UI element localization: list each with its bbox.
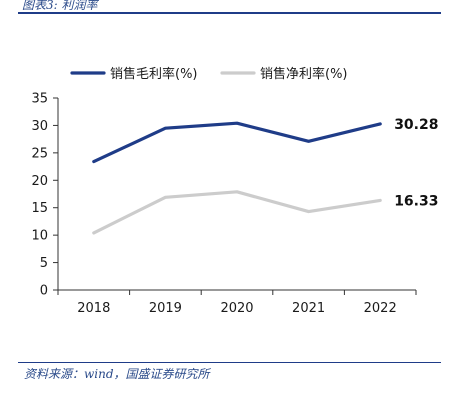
figure-caption: 图表3: 利润率 — [22, 0, 98, 12]
y-tick-label: 10 — [31, 229, 48, 244]
x-tick-label: 2022 — [364, 301, 397, 316]
y-tick-label: 15 — [31, 201, 48, 216]
y-tick-label: 0 — [40, 284, 48, 299]
axes: 0 5 10 15 20 25 30 35 2018 2019 2020 2021 2022 — [31, 92, 417, 316]
legend-label-0: 销售毛利率(%) — [110, 66, 198, 82]
series-lines — [92, 121, 382, 235]
y-tick-label: 5 — [40, 256, 48, 271]
source-note: 资料来源：wind，国盛证券研究所 — [24, 367, 210, 381]
y-tick-label: 20 — [31, 174, 48, 189]
top-rule — [18, 12, 441, 14]
x-tick-label: 2021 — [292, 301, 325, 316]
end-value-label-1: 16.33 — [394, 193, 438, 209]
series-line-1 — [92, 190, 382, 235]
end-value-label-0: 30.28 — [394, 117, 438, 133]
y-tick-label: 25 — [31, 146, 48, 161]
bottom-rule — [18, 362, 441, 363]
end-labels: 16.33 30.28 — [394, 117, 438, 210]
y-tick-label: 35 — [31, 92, 48, 107]
x-tick-label: 2019 — [149, 301, 182, 316]
y-tick-label: 30 — [31, 119, 48, 134]
x-tick-label: 2018 — [77, 301, 110, 316]
x-tick-label: 2020 — [220, 301, 253, 316]
line-chart: 销售毛利率(%) 销售净利率(%) 0 5 10 15 20 25 30 35 2018 2019 2… — [31, 66, 438, 316]
series-line-0 — [92, 121, 382, 164]
legend-label-1: 销售净利率(%) — [260, 66, 348, 82]
legend: 销售毛利率(%) 销售净利率(%) — [70, 66, 348, 82]
